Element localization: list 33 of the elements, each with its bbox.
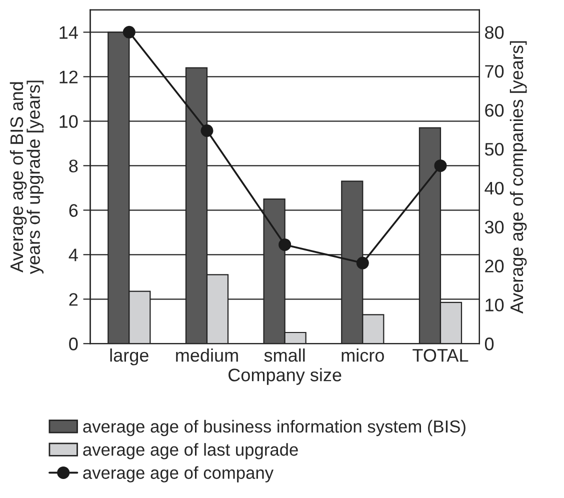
y-tick-label: 0 (69, 338, 78, 350)
y2-tick-label: 60 (485, 104, 504, 117)
point (434, 159, 447, 172)
y2-tick-label: 30 (484, 220, 504, 234)
y2-tick-label: 0 (484, 338, 494, 350)
point (278, 238, 292, 251)
y2-tick-label: 50 (484, 142, 504, 156)
x-tick-label: micro (342, 348, 384, 362)
y-tick-label: 6 (69, 204, 78, 217)
x-tick-label: TOTAL (412, 348, 468, 362)
point (356, 256, 369, 270)
x-tick-label: small (264, 348, 305, 362)
y2-axis-title: Average age of companies [years] (510, 41, 527, 314)
y-tick-label: 12 (60, 70, 78, 84)
legend-label: average age of business information system (BIS) (83, 420, 466, 436)
y-tick-label: 10 (60, 115, 78, 128)
x-tick-label: large (110, 348, 148, 366)
y-tick-label: 14 (60, 26, 78, 39)
y2-tick-label: 20 (485, 260, 504, 272)
y-tick-label: 4 (68, 248, 78, 262)
y-tick-label: 2 (69, 293, 78, 306)
x-axis-title: Company size (228, 368, 342, 385)
y2-tick-label: 80 (485, 26, 504, 39)
legend-label: average age of last upgrade (83, 443, 298, 460)
point (200, 124, 214, 137)
y2-tick-label: 10 (486, 298, 504, 312)
y2-tick-label: 40 (484, 182, 504, 195)
legend-label: average age of company (83, 466, 274, 482)
y-axis-title: Average age of BIS and years of upgrade [years] (10, 80, 44, 274)
point (122, 26, 136, 38)
y-tick-label: 8 (69, 160, 78, 172)
x-tick-label: medium (176, 348, 238, 362)
y2-tick-label: 70 (485, 65, 504, 78)
